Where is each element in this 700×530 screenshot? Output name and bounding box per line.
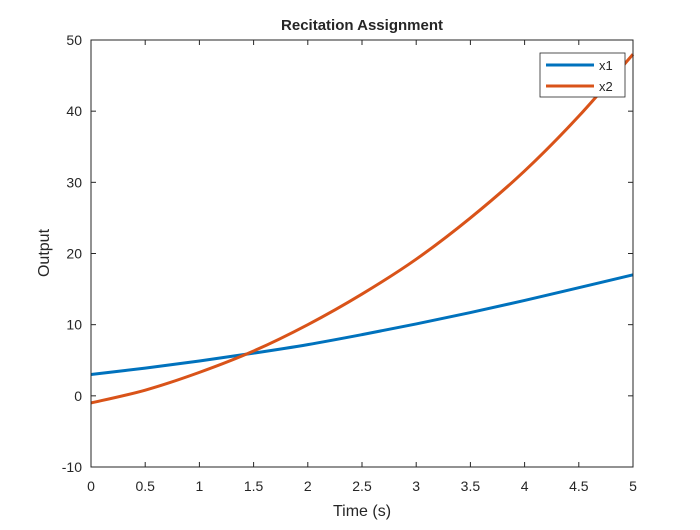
x-tick-label: 4 [521,478,529,494]
y-tick-labels: -10 0 10 20 30 40 50 [62,32,82,475]
series-lines [90,53,635,405]
chart-title: Recitation Assignment [281,17,443,34]
x-tick-label: 5 [629,478,637,494]
x-tick-labels: 0 0.5 1 1.5 2 2.5 3 3.5 4 4.5 5 [87,478,637,494]
y-tick-label: 20 [66,246,82,262]
x-tick-label: 3 [412,478,420,494]
y-tick-label: -10 [62,459,82,475]
x-tick-label: 4.5 [569,478,589,494]
y-tick-label: 50 [66,32,82,48]
x-tick-label: 1.5 [244,478,264,494]
series-line-x2 [90,53,635,405]
y-tick-label: 0 [74,388,82,404]
x-tick-label: 0.5 [135,478,155,494]
y-axis-label: Output [36,228,53,277]
x-tick-label: 1 [196,478,204,494]
x-tick-label: 0 [87,478,95,494]
legend-label-x1: x1 [599,58,613,73]
x-tick-label: 2 [304,478,312,494]
legend: x1 x2 [539,52,626,98]
x-axis-label: Time (s) [333,503,391,520]
legend-label-x2: x2 [599,79,613,94]
y-tick-label: 30 [66,174,82,190]
series-line-x1 [90,273,634,376]
x-tick-label: 3.5 [461,478,481,494]
legend-box [539,52,626,98]
y-tick-label: 10 [66,317,82,333]
y-tick-label: 40 [66,103,82,119]
plot-frame [90,39,634,468]
x-tick-label: 2.5 [352,478,372,494]
plot-area [91,40,633,467]
